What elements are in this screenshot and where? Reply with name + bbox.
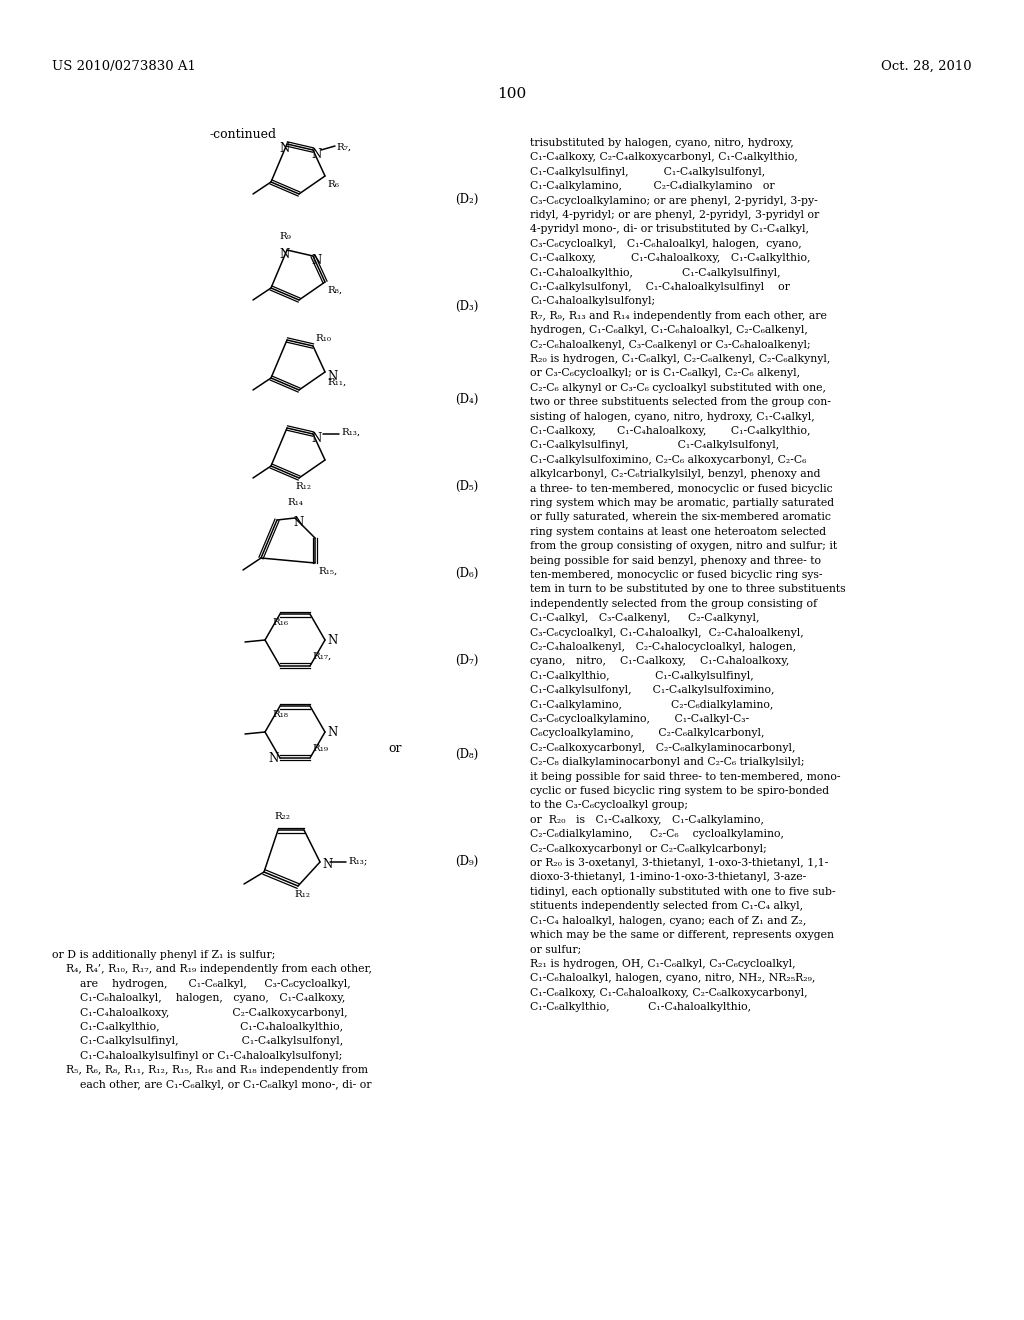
Text: R₁₃;: R₁₃; xyxy=(348,855,368,865)
Text: R₇,: R₇, xyxy=(336,143,351,152)
Text: R₁₇,: R₁₇, xyxy=(312,652,331,661)
Text: R₁₂: R₁₂ xyxy=(295,482,311,491)
Text: (D₂): (D₂) xyxy=(455,193,478,206)
Text: R₉: R₉ xyxy=(279,232,291,242)
Text: Oct. 28, 2010: Oct. 28, 2010 xyxy=(882,59,972,73)
Text: N: N xyxy=(311,253,322,267)
Text: N: N xyxy=(322,858,332,871)
Text: (D₉): (D₉) xyxy=(455,855,478,869)
Text: (D₆): (D₆) xyxy=(455,568,478,579)
Text: or D is additionally phenyl if Z₁ is sulfur;
    R₄, R₄’, R₁₀, R₁₇, and R₁₉ inde: or D is additionally phenyl if Z₁ is sul… xyxy=(52,950,372,1089)
Text: R₁₄: R₁₄ xyxy=(287,498,303,507)
Text: N: N xyxy=(279,248,289,261)
Text: N: N xyxy=(279,143,289,154)
Text: trisubstituted by halogen, cyano, nitro, hydroxy,
C₁-C₄alkoxy, C₂-C₄alkoxycarbon: trisubstituted by halogen, cyano, nitro,… xyxy=(530,139,846,1012)
Text: R₈,: R₈, xyxy=(327,286,342,294)
Text: R₁₉: R₁₉ xyxy=(312,744,328,752)
Text: -continued: -continued xyxy=(210,128,278,141)
Text: or: or xyxy=(388,742,401,755)
Text: R₁₂: R₁₂ xyxy=(294,890,310,899)
Text: (D₅): (D₅) xyxy=(455,480,478,492)
Text: R₁₁,: R₁₁, xyxy=(327,378,346,387)
Text: N: N xyxy=(311,148,322,161)
Text: R₁₆: R₁₆ xyxy=(272,618,288,627)
Text: (D₈): (D₈) xyxy=(455,748,478,762)
Text: (D₄): (D₄) xyxy=(455,393,478,407)
Text: N: N xyxy=(268,752,279,766)
Text: N: N xyxy=(327,726,337,739)
Text: N: N xyxy=(293,516,303,529)
Text: N: N xyxy=(311,432,322,445)
Text: US 2010/0273830 A1: US 2010/0273830 A1 xyxy=(52,59,196,73)
Text: R₁₃,: R₁₃, xyxy=(341,428,360,437)
Text: R₁₀: R₁₀ xyxy=(315,334,331,343)
Text: N: N xyxy=(327,634,337,647)
Text: R₂₂: R₂₂ xyxy=(274,812,290,821)
Text: (D₇): (D₇) xyxy=(455,653,478,667)
Text: 100: 100 xyxy=(498,87,526,102)
Text: R₁₈: R₁₈ xyxy=(272,710,288,719)
Text: R₆: R₆ xyxy=(327,180,339,189)
Text: (D₃): (D₃) xyxy=(455,300,478,313)
Text: N: N xyxy=(327,370,337,383)
Text: R₁₅,: R₁₅, xyxy=(318,568,337,576)
